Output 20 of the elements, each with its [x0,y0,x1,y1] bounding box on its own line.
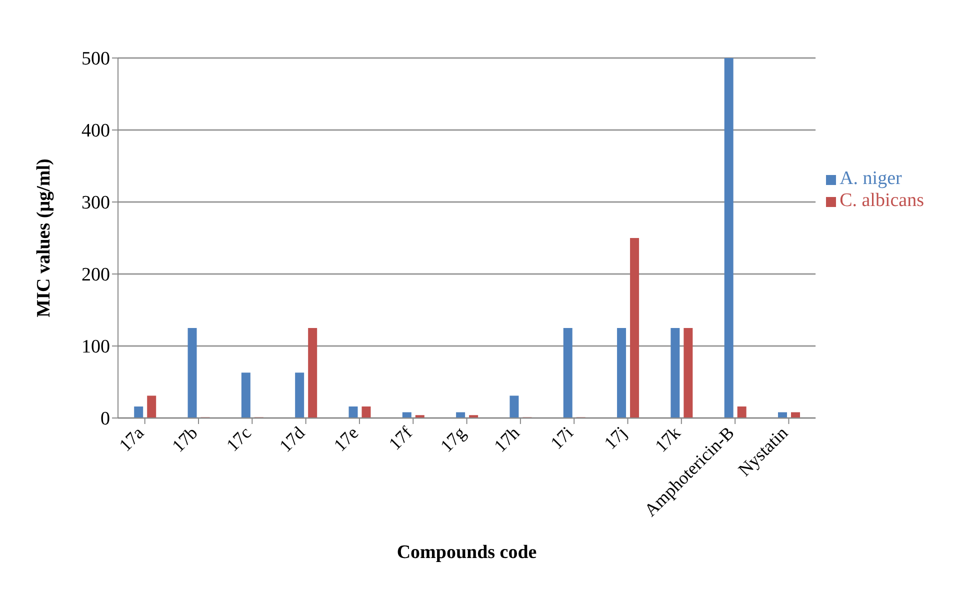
x-tick-label: 17d [275,422,309,456]
x-tick-label: 17i [546,422,577,454]
y-tick-label: 0 [100,408,110,430]
y-tick-label: 200 [82,264,110,286]
legend-label: A. niger [840,168,902,189]
y-tick-label: 300 [82,192,110,214]
x-tick-label: 17h [490,422,524,456]
y-axis-title: MIC values (µg/ml) [34,158,55,318]
y-tick-label: 500 [82,48,110,70]
x-tick-label: 17g [436,422,470,456]
x-tick-label: 17e [330,422,362,456]
x-axis-title: Compounds code [396,542,537,563]
x-tick-label: 17c [222,422,255,456]
y-tick-label: 100 [82,336,110,358]
x-tick-label: 17j [600,422,631,454]
legend-label: C. albicans [840,190,924,211]
x-tick-label: 17f [384,422,416,454]
x-tick-label: 17b [168,422,202,456]
y-tick-label: 400 [82,120,110,142]
x-tick-label: 17a [115,422,148,456]
